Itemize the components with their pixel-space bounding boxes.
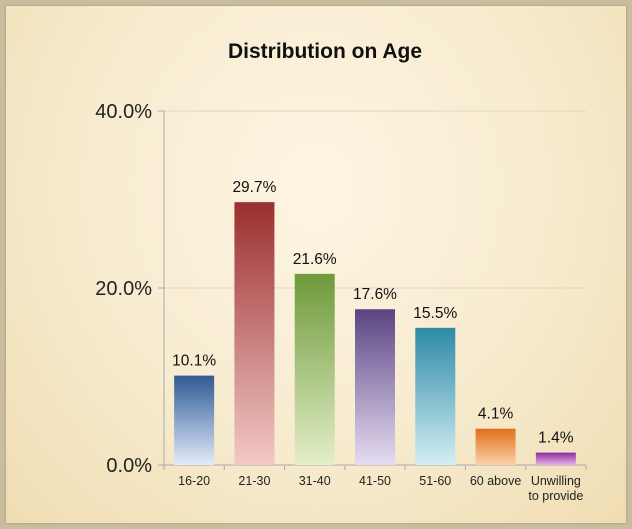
x-tick-label: 41-50	[359, 474, 391, 488]
bar-41-50	[355, 309, 395, 465]
x-tick-label: Unwilling to provide	[528, 474, 583, 503]
data-label: 17.6%	[353, 286, 397, 303]
bar-unwilling-to-provide	[535, 452, 576, 465]
x-axis-labels: 16-20 21-30 31-40 41-50 51-60 60 above Unwilli…	[178, 474, 583, 503]
bar-51-60	[415, 327, 456, 465]
y-tick-label: 40.0%	[95, 101, 152, 123]
bar-31-40	[294, 273, 335, 465]
chart-title: Distribution on Age	[228, 40, 422, 63]
data-label: 4.1%	[478, 406, 514, 423]
y-tick-label: 20.0%	[95, 278, 152, 300]
y-axis-labels: 0.0% 20.0% 40.0%	[95, 101, 152, 477]
bar-16-20	[174, 375, 215, 465]
bars	[174, 202, 576, 465]
x-tick-label: 21-30	[238, 474, 270, 488]
data-label: 29.7%	[232, 179, 276, 196]
data-label: 10.1%	[172, 353, 216, 370]
x-tick-label: 51-60	[419, 474, 451, 488]
data-label: 1.4%	[538, 430, 574, 447]
y-tick-label: 0.0%	[106, 455, 152, 477]
chart-frame: Distribution on Age 0.0% 20.0% 40.0% 10.1%…	[6, 6, 626, 523]
x-axis-ticks	[163, 465, 587, 470]
data-label: 21.6%	[293, 251, 337, 268]
x-tick-label: 31-40	[299, 474, 331, 488]
bar-21-30	[234, 202, 275, 465]
x-tick-label: 60 above	[470, 474, 521, 488]
gridlines	[158, 110, 586, 466]
x-tick-label: 16-20	[178, 474, 210, 488]
data-labels: 10.1% 29.7% 21.6% 17.6% 15.5% 4.1% 1.4%	[172, 179, 574, 446]
bar-chart: Distribution on Age 0.0% 20.0% 40.0% 10.1%…	[95, 40, 587, 503]
data-label: 15.5%	[413, 305, 457, 322]
bar-60-above	[475, 428, 516, 465]
